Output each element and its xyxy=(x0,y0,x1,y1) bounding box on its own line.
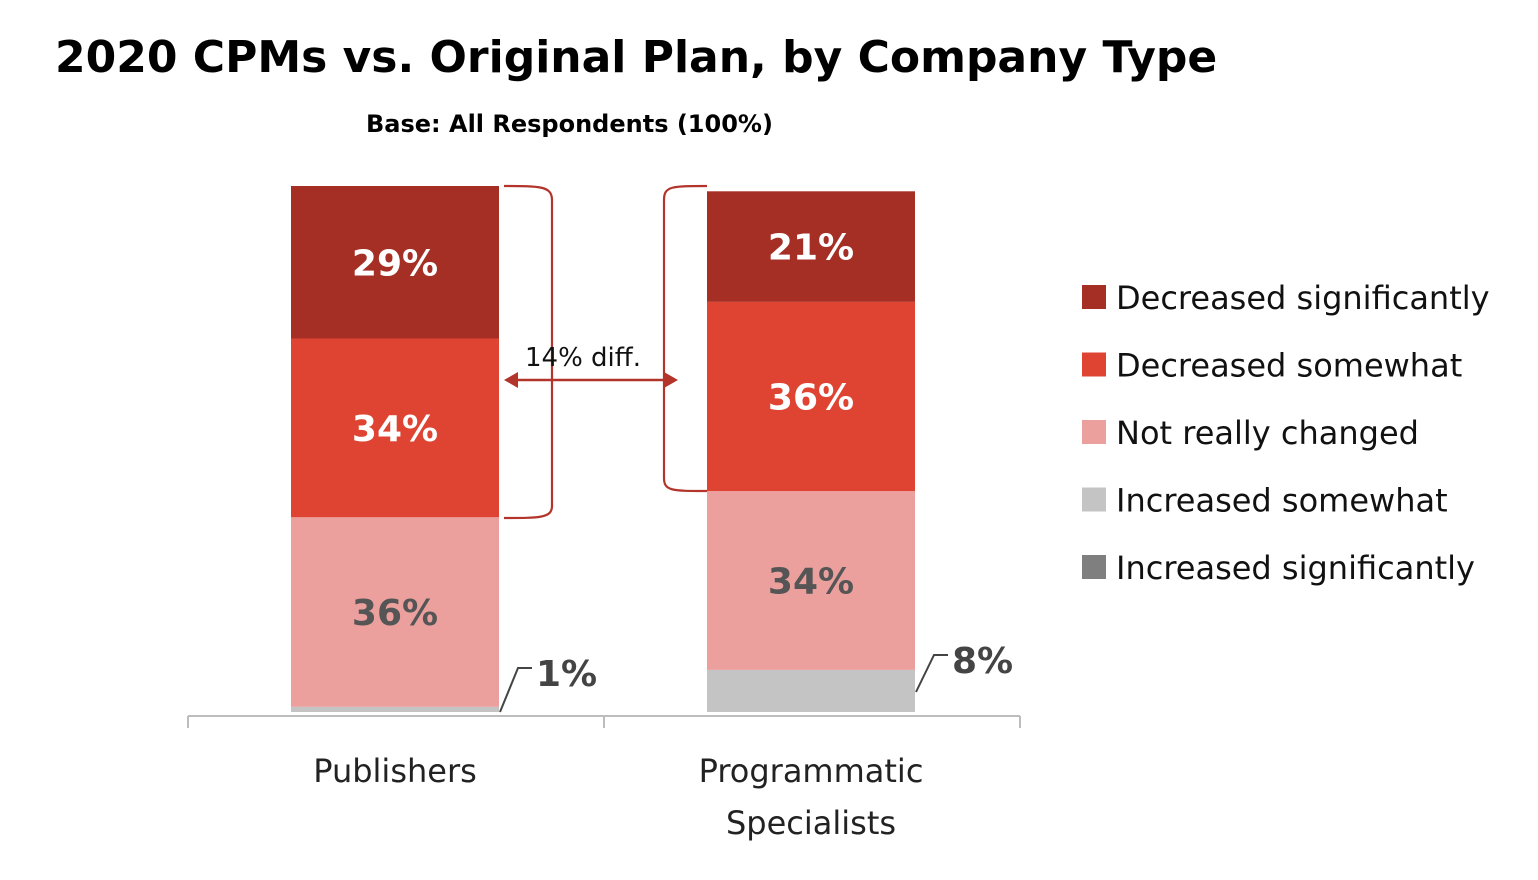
bar-segment-decreased-significantly xyxy=(291,186,499,339)
data-label: 21% xyxy=(768,228,854,269)
bar-segment-decreased-somewhat xyxy=(707,301,915,492)
x-axis xyxy=(187,715,1021,728)
segment-labels-group: 36% 34% 29% 34% 36% 21% xyxy=(352,228,854,635)
chart-subtitle: Base: All Respondents (100%) xyxy=(366,110,773,138)
callout-leader-publishers xyxy=(499,667,532,713)
bar-segment-decreased-somewhat xyxy=(291,338,499,518)
difference-annotation: 14% diff. xyxy=(503,184,708,520)
legend-swatch xyxy=(1082,555,1106,579)
category-label: Publishers xyxy=(313,752,477,790)
bar-segment-increased-somewhat xyxy=(291,706,499,712)
diff-arrow-right-head xyxy=(664,372,678,388)
chart-title: 2020 CPMs vs. Original Plan, by Company … xyxy=(55,32,1217,83)
bar-segment-not-really-changed xyxy=(291,517,499,707)
legend-label: Decreased significantly xyxy=(1116,279,1490,317)
legend-label: Increased somewhat xyxy=(1116,482,1448,520)
legend-label: Increased significantly xyxy=(1116,549,1475,587)
callout-label-programmatic: 8% xyxy=(952,641,1013,682)
legend-swatch xyxy=(1082,285,1106,309)
bar-segment-not-really-changed xyxy=(707,491,915,670)
legend-label: Decreased somewhat xyxy=(1116,347,1462,385)
callouts-group: 1% 8% xyxy=(499,641,1013,713)
legend-swatch xyxy=(1082,420,1106,444)
bar-segment-increased-somewhat xyxy=(707,669,915,712)
callout-leader-programmatic xyxy=(915,654,948,693)
bar-segment-decreased-significantly xyxy=(707,191,915,302)
diff-arrow-left-head xyxy=(504,372,518,388)
data-label: 34% xyxy=(352,409,438,450)
data-label: 29% xyxy=(352,243,438,284)
category-label: Specialists xyxy=(726,804,896,842)
category-labels-group: Publishers Programmatic Specialists xyxy=(313,752,923,842)
legend-swatch xyxy=(1082,352,1106,377)
data-label: 36% xyxy=(768,377,854,418)
bracket-publishers xyxy=(503,184,554,520)
legend-swatch xyxy=(1082,487,1106,512)
bracket-programmatic xyxy=(662,184,708,493)
data-label: 34% xyxy=(768,562,854,603)
diff-annotation-text: 14% diff. xyxy=(525,343,641,373)
legend: Decreased significantly Decreased somewha… xyxy=(1082,279,1490,587)
data-label: 36% xyxy=(352,593,438,634)
bars-group xyxy=(291,186,915,712)
category-label: Programmatic xyxy=(699,752,924,790)
callout-label-publishers: 1% xyxy=(536,654,597,695)
legend-label: Not really changed xyxy=(1116,414,1419,452)
